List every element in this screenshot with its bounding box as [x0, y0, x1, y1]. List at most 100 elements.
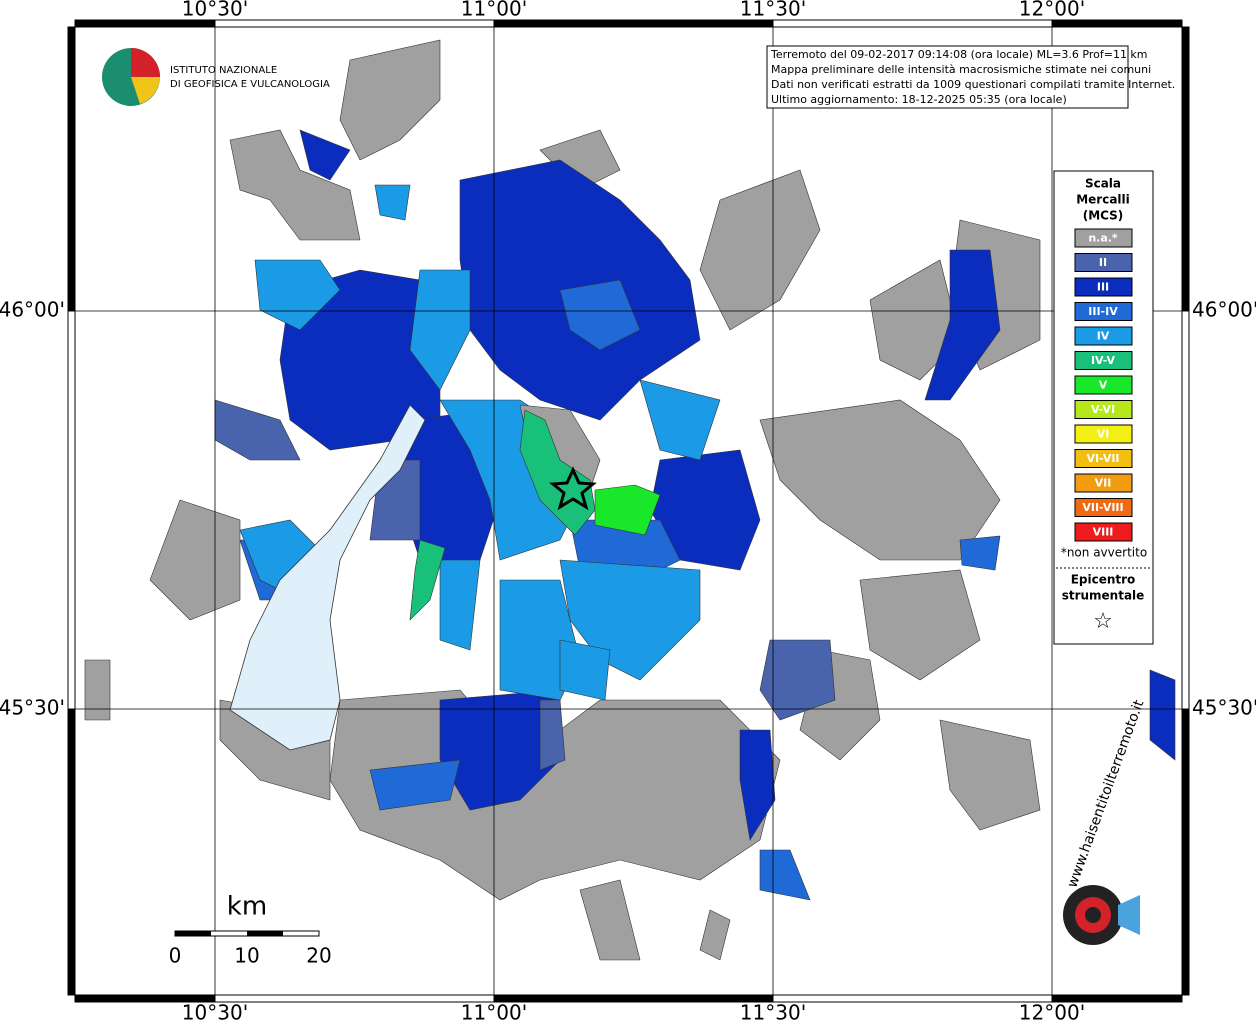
legend-label: IV-V [1091, 354, 1116, 367]
lon-label: 11°30' [740, 0, 806, 21]
lon-label: 10°30' [182, 0, 248, 21]
scale-tick: 10 [234, 944, 259, 968]
info-line: Dati non verificati estratti da 1009 que… [771, 78, 1175, 91]
legend-epicenter: Epicentro [1071, 573, 1136, 587]
legend-note: *non avvertito [1061, 546, 1147, 560]
scale-tick: 20 [306, 944, 331, 968]
municipality [924, 249, 1001, 401]
municipality [559, 279, 641, 351]
lat-label: 46°00' [1192, 298, 1256, 322]
municipality [409, 269, 471, 391]
municipality [254, 259, 341, 331]
legend-epicenter: strumentale [1062, 589, 1145, 603]
legend-title: Mercalli [1076, 193, 1130, 207]
municipality [299, 129, 351, 181]
legend-swatch [1074, 253, 1133, 272]
frame-bar [1181, 708, 1190, 996]
legend-swatch [1074, 449, 1133, 468]
legend-label: n.a.* [1088, 232, 1118, 245]
institute-name: ISTITUTO NAZIONALE [170, 65, 277, 76]
legend-label: VII-VIII [1082, 501, 1123, 514]
legend-star: ☆ [1093, 609, 1113, 634]
municipality [374, 184, 411, 221]
frame-bar [493, 19, 774, 28]
frame-bar [772, 19, 1053, 28]
legend-swatch [1074, 473, 1133, 493]
frame-bar [772, 994, 1053, 1003]
legend-title: (MCS) [1083, 209, 1124, 223]
lake [229, 404, 426, 751]
municipality [759, 849, 811, 901]
ingv-logo: ISTITUTO NAZIONALE DI GEOFISICA E VULCAN… [102, 48, 330, 106]
legend-swatch [1074, 228, 1133, 248]
municipality [699, 169, 821, 331]
municipality [594, 484, 661, 536]
info-lines: Terremoto del 09-02-2017 09:14:08 (ora l… [770, 48, 1175, 106]
legend-swatch [1074, 424, 1133, 444]
frame-bar [67, 708, 76, 996]
frame-bar [67, 310, 76, 710]
legend-swatch [1074, 302, 1133, 321]
municipality [639, 379, 721, 461]
frame-bar [74, 19, 216, 28]
municipality [1149, 669, 1176, 761]
municipality [229, 129, 361, 241]
municipality [339, 39, 441, 161]
frame-bar [1051, 994, 1183, 1003]
frame-bar [1181, 26, 1190, 312]
scale-tick: 0 [169, 944, 182, 968]
info-line: Terremoto del 09-02-2017 09:14:08 (ora l… [770, 48, 1148, 61]
legend-swatch [1074, 351, 1133, 370]
legend-label: V-VI [1091, 403, 1115, 416]
municipality [859, 569, 981, 681]
info-line: Ultimo aggiornamento: 18-12-2025 05:35 (… [771, 93, 1067, 106]
institute-name: DI GEOFISICA E VULCANOLOGIA [170, 79, 330, 90]
frame-bar [1051, 19, 1183, 28]
legend-swatch [1074, 522, 1133, 542]
legend-label: II [1099, 256, 1107, 269]
municipality [959, 535, 1001, 571]
legend-swatch [1074, 326, 1133, 346]
lon-label: 12°00' [1019, 1001, 1085, 1024]
frame-bar [214, 19, 495, 28]
frame-bar [67, 26, 76, 312]
municipality [84, 659, 111, 721]
municipality [439, 559, 481, 651]
legend-swatch [1074, 498, 1133, 517]
lon-label: 12°00' [1019, 0, 1085, 21]
lon-label: 11°00' [461, 0, 527, 21]
municipality [369, 759, 461, 811]
municipality [939, 719, 1041, 831]
info-box [766, 45, 1129, 109]
lon-label: 11°00' [461, 1001, 527, 1024]
legend-label: VI [1097, 428, 1110, 441]
frame-bar [1181, 310, 1190, 710]
lat-label: 45°30' [0, 696, 65, 720]
municipality [759, 639, 836, 721]
municipality [559, 639, 611, 701]
municipality [739, 729, 776, 841]
legend-label: III [1097, 281, 1109, 294]
scale-bar: km 0 10 20 [169, 892, 332, 968]
legend-label: IV [1097, 330, 1110, 343]
scale-unit: km [227, 892, 267, 922]
epicenter-star [549, 466, 597, 511]
legend-label: VI-VII [1086, 452, 1119, 465]
lat-label: 45°30' [1192, 696, 1256, 720]
municipality [539, 699, 566, 771]
legend-label: VII [1095, 477, 1112, 490]
info-line: Mappa preliminare delle intensità macros… [771, 63, 1151, 76]
frame-bar [214, 994, 495, 1003]
legend-swatch [1074, 400, 1133, 419]
legend-title: Scala [1085, 177, 1121, 191]
lon-label: 10°30' [182, 1001, 248, 1024]
legend-swatch [1074, 375, 1133, 395]
municipalities [84, 39, 1176, 961]
legend: ScalaMercalli(MCS)n.a.*IIIIIIII-IVIVIV-V… [1056, 177, 1151, 634]
legend-label: III-IV [1088, 305, 1118, 318]
municipality [409, 539, 446, 621]
municipality [579, 879, 641, 961]
legend-label: V [1099, 379, 1108, 392]
